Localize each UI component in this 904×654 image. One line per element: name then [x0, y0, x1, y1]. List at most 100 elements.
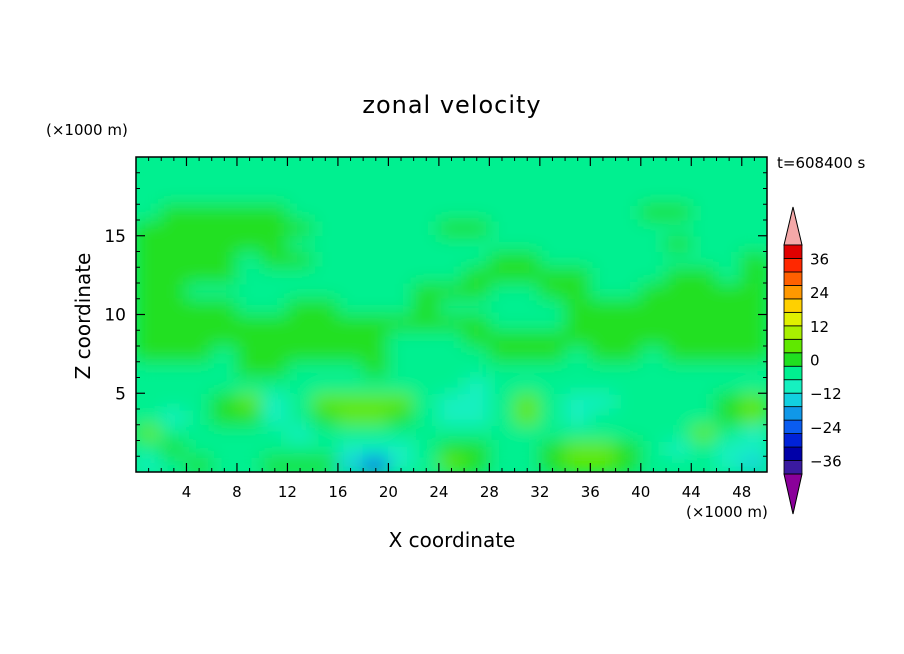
field-cell	[362, 377, 389, 394]
field-cell	[211, 455, 238, 472]
field-cell	[463, 329, 490, 347]
field-cell	[564, 235, 591, 252]
field-cell	[160, 361, 187, 378]
field-cell	[589, 377, 617, 394]
field-cell	[640, 298, 667, 315]
field-cell	[438, 345, 465, 363]
field-cell	[488, 392, 516, 410]
field-cell	[463, 377, 490, 394]
field-cell	[236, 298, 263, 315]
field-cell	[716, 188, 743, 205]
field-cell	[337, 408, 364, 426]
field-cell	[665, 235, 692, 252]
field-cell	[185, 219, 213, 237]
field-cell	[160, 235, 187, 252]
field-cell	[160, 408, 187, 426]
field-cell	[690, 219, 718, 237]
field-cell	[564, 203, 591, 221]
field-cell	[413, 377, 440, 394]
field-cell	[716, 172, 743, 189]
field-cell	[615, 345, 642, 363]
field-cell	[286, 345, 314, 363]
field-cell	[438, 203, 465, 221]
y-tick-label: 5	[115, 384, 126, 404]
field-cell	[716, 235, 743, 252]
x-tick-label: 4	[182, 483, 192, 501]
field-cell	[463, 455, 490, 472]
field-cell	[160, 188, 187, 205]
field-cell	[236, 219, 263, 237]
colorbar-max-arrow	[783, 206, 803, 246]
field-cell	[413, 329, 440, 347]
field-cell	[741, 314, 767, 331]
x-tick-label: 48	[732, 483, 751, 501]
field-cell	[716, 251, 743, 268]
field-cell	[136, 203, 162, 221]
field-cell	[463, 314, 490, 331]
colorbar-segment	[783, 298, 803, 313]
field-cell	[615, 314, 642, 331]
field-cell	[261, 266, 288, 284]
field-cell	[463, 157, 490, 174]
field-cell	[488, 282, 516, 300]
field-cell	[514, 188, 541, 205]
field-cell	[615, 377, 642, 394]
field-cell	[261, 235, 288, 252]
field-cell	[741, 361, 767, 378]
field-cell	[589, 424, 617, 441]
field-cell	[312, 282, 339, 300]
colorbar	[783, 206, 803, 515]
field-cell	[589, 235, 617, 252]
field-cell	[539, 219, 566, 237]
field-cell	[236, 455, 263, 472]
field-cell	[211, 377, 238, 394]
field-cell	[690, 251, 718, 268]
field-cell	[539, 188, 566, 205]
field-cell	[211, 345, 238, 363]
field-cell	[286, 408, 314, 426]
field-cell	[564, 251, 591, 268]
field-cell	[716, 392, 743, 410]
x-tick-label: 24	[429, 483, 448, 501]
field-cell	[564, 440, 591, 457]
field-cell	[589, 361, 617, 378]
field-cell	[716, 424, 743, 441]
field-cell	[514, 282, 541, 300]
field-cell	[463, 203, 490, 221]
field-cell	[640, 440, 667, 457]
field-cell	[261, 298, 288, 315]
field-cell	[261, 377, 288, 394]
field-cell	[261, 392, 288, 410]
field-cell	[741, 298, 767, 315]
field-cell	[665, 440, 692, 457]
field-cell	[312, 392, 339, 410]
field-cell	[514, 440, 541, 457]
field-cell	[261, 329, 288, 347]
field-cell	[312, 203, 339, 221]
field-cell	[463, 172, 490, 189]
field-cell	[185, 440, 213, 457]
x-tick-label: 12	[278, 483, 297, 501]
field-cell	[312, 345, 339, 363]
field-cell	[261, 440, 288, 457]
field-cell	[615, 392, 642, 410]
field-cell	[615, 408, 642, 426]
field-cell	[286, 361, 314, 378]
field-cell	[160, 345, 187, 363]
field-cell	[136, 266, 162, 284]
field-cell	[438, 455, 465, 472]
field-cell	[413, 172, 440, 189]
field-cell	[539, 455, 566, 472]
field-cell	[564, 188, 591, 205]
field-cell	[236, 282, 263, 300]
field-cell	[438, 282, 465, 300]
colorbar-segment	[783, 244, 803, 259]
field-cell	[136, 188, 162, 205]
colorbar-label: −12	[810, 385, 842, 403]
field-cell	[539, 408, 566, 426]
colorbar-segment	[783, 271, 803, 286]
field-cell	[589, 329, 617, 347]
field-cell	[362, 440, 389, 457]
field-cell	[387, 188, 415, 205]
field-cell	[514, 157, 541, 174]
